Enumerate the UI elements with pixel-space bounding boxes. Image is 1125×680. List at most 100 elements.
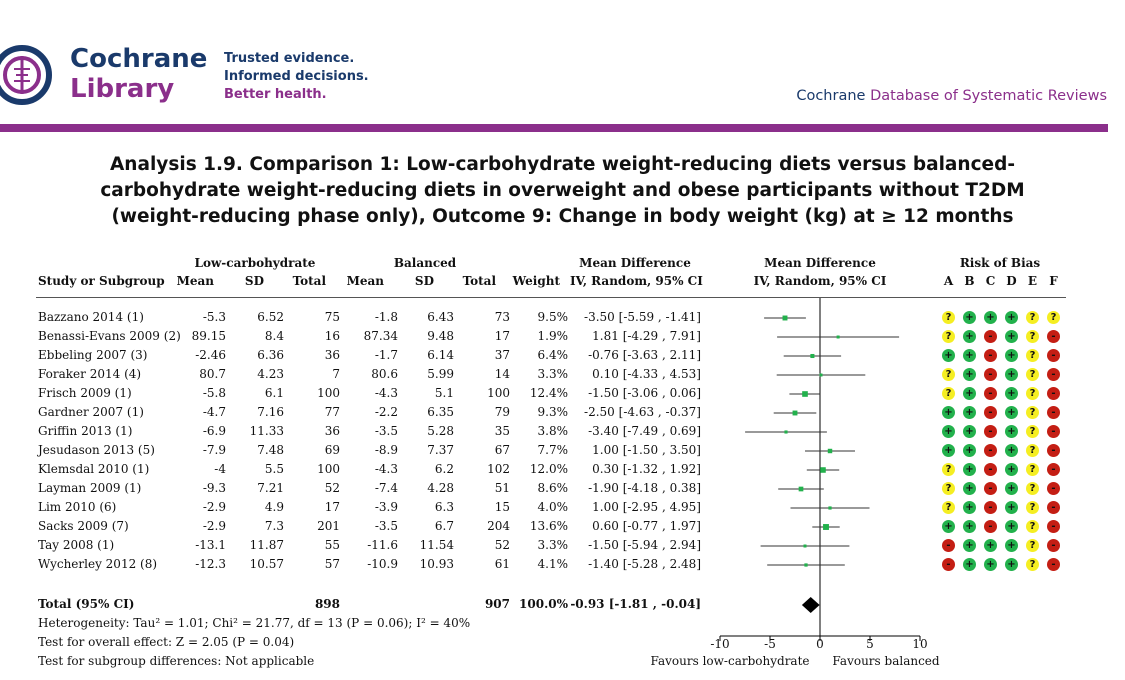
effect-square bbox=[810, 353, 815, 359]
database-prefix: Cochrane bbox=[796, 88, 871, 104]
rob-dot: + bbox=[984, 311, 997, 324]
rob-dot: + bbox=[963, 330, 976, 343]
rob-dot: + bbox=[984, 558, 997, 571]
rob-dot: - bbox=[1047, 520, 1060, 533]
weight: 12.0% bbox=[529, 462, 568, 476]
study-name: Klemsdal 2010 (1) bbox=[38, 462, 150, 476]
tagline-2: Informed decisions. bbox=[224, 69, 369, 84]
sd1: 11.87 bbox=[249, 538, 284, 552]
effect-square bbox=[827, 448, 833, 454]
total2: 14 bbox=[494, 367, 510, 381]
analysis-title: Analysis 1.9. Comparison 1: Low-carbohyd… bbox=[20, 152, 1105, 230]
total2: 204 bbox=[487, 519, 510, 533]
effect-square bbox=[802, 391, 808, 397]
col-total1: Total bbox=[292, 274, 326, 288]
rob-dot: + bbox=[1005, 558, 1018, 571]
rob-dot: - bbox=[984, 482, 997, 495]
total2: 100 bbox=[487, 386, 510, 400]
database-name: Cochrane Database of Systematic Reviews bbox=[796, 88, 1107, 104]
col-total2: Total bbox=[462, 274, 496, 288]
rob-dot: + bbox=[942, 406, 955, 419]
rob-dot: - bbox=[1047, 539, 1060, 552]
total1: 57 bbox=[324, 557, 340, 571]
rob-dot: - bbox=[984, 406, 997, 419]
mean1: -2.9 bbox=[202, 519, 226, 533]
total-ci: -0.93 [-1.81 , -0.04] bbox=[570, 597, 701, 611]
x-tick-label: -5 bbox=[764, 637, 776, 651]
total-label: Total (95% CI) bbox=[38, 597, 135, 611]
rob-dot: + bbox=[1005, 520, 1018, 533]
rob-dot: - bbox=[1047, 368, 1060, 381]
rob-dot: ? bbox=[1026, 311, 1039, 324]
sd1: 6.1 bbox=[264, 386, 284, 400]
study-name: Ebbeling 2007 (3) bbox=[38, 348, 148, 362]
study-name: Benassi-Evans 2009 (2) bbox=[38, 329, 181, 343]
rob-dot: - bbox=[1047, 387, 1060, 400]
weight: 13.6% bbox=[529, 519, 568, 533]
rob-dot: + bbox=[1005, 425, 1018, 438]
sd2: 6.43 bbox=[427, 310, 454, 324]
sd2: 6.2 bbox=[434, 462, 454, 476]
sd2: 6.35 bbox=[427, 405, 454, 419]
total1: 36 bbox=[324, 348, 340, 362]
rob-dot: - bbox=[1047, 406, 1060, 419]
plot-header: Mean Difference bbox=[764, 256, 876, 270]
rob-dot: - bbox=[942, 539, 955, 552]
rob-dot: + bbox=[963, 482, 976, 495]
md-ci: -1.50 [-5.94 , 2.94] bbox=[588, 538, 701, 552]
favours-left: Favours low-carbohydrate bbox=[650, 654, 810, 668]
mean1: -5.8 bbox=[202, 386, 226, 400]
rob-dot: ? bbox=[1026, 330, 1039, 343]
weight: 8.6% bbox=[537, 481, 569, 495]
mean2: -3.5 bbox=[374, 519, 398, 533]
total2: 15 bbox=[494, 500, 510, 514]
cochrane-logo-icon bbox=[0, 45, 52, 105]
rob-dot: ? bbox=[1026, 501, 1039, 514]
rob-dot: + bbox=[942, 444, 955, 457]
total2: 102 bbox=[487, 462, 510, 476]
mean2: 80.6 bbox=[371, 367, 398, 381]
effect-square bbox=[823, 524, 829, 530]
sd1: 7.48 bbox=[257, 443, 284, 457]
group1-header: Low-carbohydrate bbox=[194, 256, 316, 270]
rob-dot: + bbox=[1005, 406, 1018, 419]
rob-dot: - bbox=[1047, 330, 1060, 343]
rob-dot: + bbox=[984, 539, 997, 552]
md-ci: 0.30 [-1.32 , 1.92] bbox=[592, 462, 701, 476]
weight: 7.7% bbox=[537, 443, 569, 457]
group2-header: Balanced bbox=[393, 256, 457, 270]
rob-dot: ? bbox=[942, 482, 955, 495]
sd2: 5.99 bbox=[427, 367, 454, 381]
total2: 61 bbox=[494, 557, 510, 571]
rob-letter: F bbox=[1049, 274, 1058, 288]
database-highlight: Database of Systematic Reviews bbox=[870, 88, 1107, 104]
mean1: -5.3 bbox=[202, 310, 226, 324]
rob-dot: + bbox=[1005, 349, 1018, 362]
favours-right: Favours balanced bbox=[832, 654, 940, 668]
mean2: -4.3 bbox=[374, 462, 398, 476]
weight: 4.1% bbox=[537, 557, 569, 571]
rob-dot: - bbox=[984, 463, 997, 476]
total1: 75 bbox=[324, 310, 340, 324]
total2: 73 bbox=[494, 310, 510, 324]
md-ci: -1.50 [-3.06 , 0.06] bbox=[588, 386, 701, 400]
rob-dot: + bbox=[963, 349, 976, 362]
rob-dot: - bbox=[984, 330, 997, 343]
title-line-3: (weight-reducing phase only), Outcome 9:… bbox=[111, 206, 1014, 227]
sd1: 4.9 bbox=[264, 500, 284, 514]
x-tick-label: 0 bbox=[816, 637, 824, 651]
md-header: Mean Difference bbox=[579, 256, 691, 270]
total-n1: 898 bbox=[314, 597, 340, 611]
rob-dot: ? bbox=[942, 463, 955, 476]
study-name: Bazzano 2014 (1) bbox=[38, 310, 144, 324]
study-name: Griffin 2013 (1) bbox=[38, 424, 133, 438]
sd1: 5.5 bbox=[264, 462, 284, 476]
sd1: 7.21 bbox=[257, 481, 284, 495]
x-tick-label: 10 bbox=[912, 637, 928, 651]
md-ci: 0.60 [-0.77 , 1.97] bbox=[592, 519, 701, 533]
tagline-1: Trusted evidence. bbox=[224, 51, 355, 66]
total2: 51 bbox=[494, 481, 510, 495]
rob-dot: + bbox=[942, 520, 955, 533]
heterogeneity: Heterogeneity: Tau² = 1.01; Chi² = 21.77… bbox=[38, 616, 471, 630]
brand-library: Library bbox=[70, 74, 175, 104]
